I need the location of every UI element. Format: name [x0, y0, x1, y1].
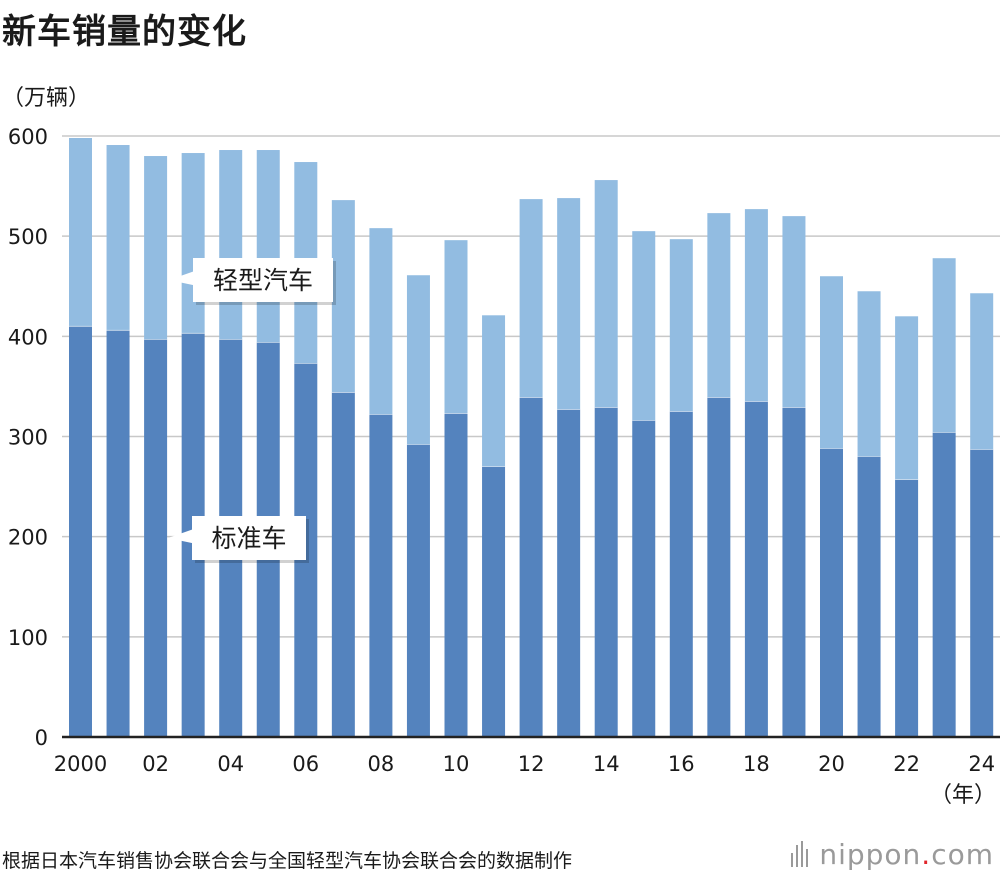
bar-kei [181, 153, 205, 334]
bar-kei [444, 240, 468, 414]
bar-standard [744, 401, 768, 737]
x-axis-unit-label: （年） [929, 783, 996, 808]
x-tick-label: 2000 [54, 752, 107, 776]
bar-kei [144, 156, 168, 340]
bar-kei [69, 138, 92, 327]
bar-standard [669, 411, 693, 737]
callout-text: 轻型汽车 [213, 266, 313, 295]
x-tick-label: 24 [968, 752, 995, 776]
y-tick-label: 400 [8, 325, 48, 349]
x-tick-label: 22 [893, 752, 920, 776]
callout-text: 标准车 [211, 524, 286, 553]
y-tick-label: 500 [8, 225, 48, 249]
x-tick-label: 16 [668, 752, 695, 776]
x-tick-label: 02 [142, 752, 169, 776]
bar-standard [482, 466, 506, 737]
x-tick-label: 20 [818, 752, 845, 776]
bar-standard [895, 479, 919, 737]
bar-kei [932, 258, 956, 433]
logo-dot: . [921, 838, 932, 871]
bar-kei [557, 198, 581, 410]
bar-standard [707, 397, 731, 737]
bar-kei [895, 316, 919, 480]
bar-kei [369, 228, 393, 415]
callout-standard: 标准车 [168, 516, 309, 563]
bar-standard [970, 449, 994, 737]
bar-kei [482, 315, 506, 467]
bar-kei [256, 150, 280, 343]
y-tick-label: 600 [8, 125, 48, 149]
bar-standard [106, 330, 130, 737]
callout-kei: 轻型汽车 [169, 258, 336, 305]
nippon-logo: nippon.com [791, 838, 994, 871]
bar-kei [820, 276, 843, 449]
bar-standard [519, 397, 543, 737]
bar-kei [106, 145, 130, 331]
logo-main: nippon [819, 838, 922, 871]
bar-kei [406, 275, 430, 445]
x-tick-label: 12 [518, 752, 545, 776]
bar-standard [444, 413, 468, 737]
bar-kei [219, 150, 243, 340]
bar-kei [744, 209, 768, 402]
x-tick-label: 06 [292, 752, 319, 776]
bar-kei [707, 213, 731, 398]
bar-standard [594, 407, 618, 737]
bar-standard [144, 339, 168, 737]
x-tick-label: 18 [743, 752, 770, 776]
source-note: 根据日本汽车销售协会联合会与全国轻型汽车协会联合会的数据制作 [2, 850, 573, 872]
bar-standard [406, 444, 430, 737]
bar-standard [69, 326, 92, 737]
y-tick-label: 300 [8, 426, 48, 450]
bar-kei [519, 199, 543, 398]
callout-box [193, 258, 333, 302]
bar-standard [369, 414, 393, 737]
bar-standard [331, 392, 355, 737]
callout-pointer [168, 529, 193, 544]
callout-pointer [169, 271, 194, 286]
bar-standard [857, 456, 881, 737]
bar-kei [331, 200, 355, 393]
bar-kei [857, 291, 881, 457]
bar-standard [632, 420, 656, 737]
x-tick-label: 04 [217, 752, 244, 776]
bar-kei [669, 239, 693, 412]
nippon-logo-mark-icon [791, 841, 813, 867]
y-tick-label: 0 [35, 726, 48, 750]
x-tick-label: 10 [443, 752, 470, 776]
bar-kei [970, 293, 994, 450]
y-tick-label: 100 [8, 626, 48, 650]
y-tick-label: 200 [8, 526, 48, 550]
chart-title: 新车销量的变化 [2, 12, 247, 52]
bar-standard [782, 407, 806, 737]
y-axis-unit-label: （万辆） [2, 86, 91, 111]
bar-kei [782, 216, 806, 408]
callout-box [192, 516, 306, 560]
bar-kei [594, 180, 618, 408]
bar-standard [557, 409, 581, 737]
bar-kei [632, 231, 656, 421]
bar-standard [820, 448, 843, 737]
bar-standard [932, 432, 956, 737]
x-tick-label: 08 [368, 752, 395, 776]
logo-tld: com [931, 838, 994, 871]
x-tick-label: 14 [593, 752, 620, 776]
